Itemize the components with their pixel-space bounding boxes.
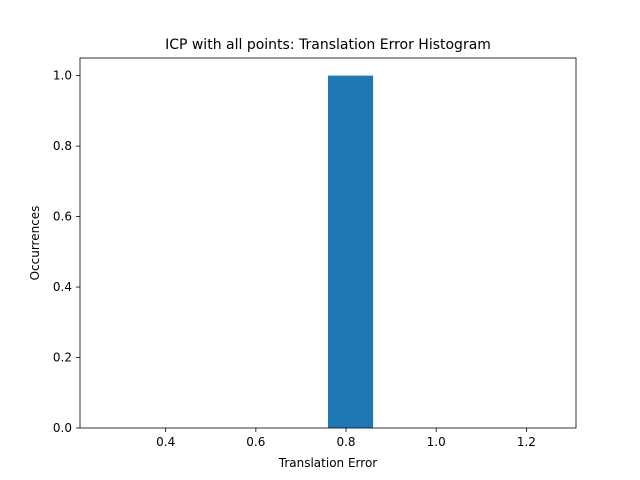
x-tick-label: 0.6 <box>246 435 265 449</box>
x-axis-label: Translation Error <box>278 456 378 470</box>
y-tick-label: 1.0 <box>53 69 72 83</box>
y-tick-label: 0.8 <box>53 139 72 153</box>
x-tick-label: 1.2 <box>517 435 536 449</box>
x-tick-label: 0.8 <box>336 435 355 449</box>
y-tick-label: 0.6 <box>53 210 72 224</box>
bars-group <box>328 75 374 428</box>
x-axis-ticks: 0.4 0.6 0.8 1.0 1.2 <box>156 428 536 449</box>
x-tick-label: 1.0 <box>427 435 446 449</box>
y-tick-label: 0.4 <box>53 280 72 294</box>
y-axis-ticks: 0.0 0.2 0.4 0.6 0.8 1.0 <box>53 69 80 435</box>
y-axis-label: Occurrences <box>28 206 42 281</box>
y-tick-label: 0.0 <box>53 421 72 435</box>
histogram-bar-0 <box>328 75 374 428</box>
plot-frame <box>79 57 577 429</box>
x-tick-label: 0.4 <box>156 435 175 449</box>
chart-title: ICP with all points: Translation Error H… <box>165 37 491 53</box>
y-tick-label: 0.2 <box>53 351 72 365</box>
